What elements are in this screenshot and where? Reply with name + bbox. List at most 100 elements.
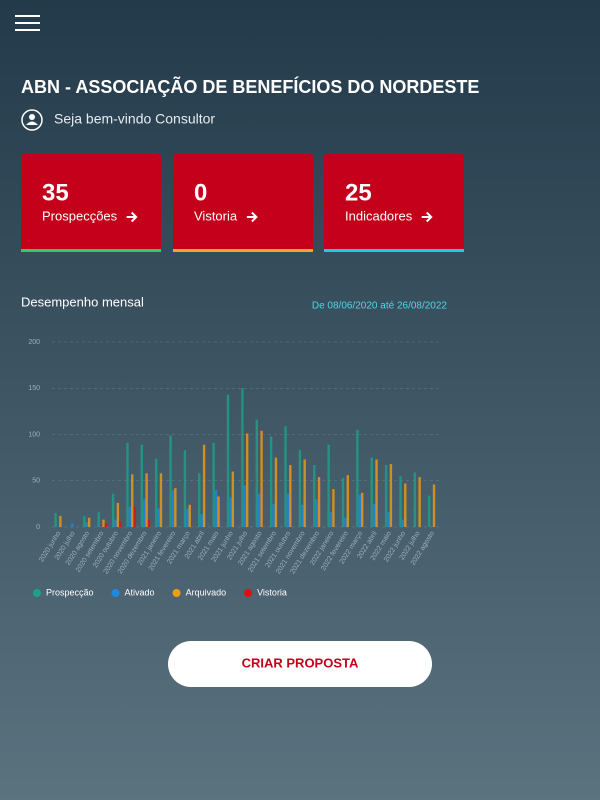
bar bbox=[404, 483, 407, 527]
bar bbox=[317, 477, 321, 527]
legend-label: Prospecção bbox=[46, 587, 94, 597]
legend-marker bbox=[244, 589, 253, 597]
bar bbox=[370, 457, 373, 527]
bar bbox=[59, 515, 62, 527]
card-value: 0 bbox=[194, 179, 207, 206]
bar bbox=[85, 522, 88, 527]
legend-label: Ativado bbox=[125, 587, 155, 597]
bar bbox=[229, 497, 232, 527]
menu-button[interactable] bbox=[15, 15, 40, 31]
bar bbox=[243, 485, 246, 527]
card-value: 35 bbox=[42, 179, 69, 206]
bar bbox=[389, 464, 393, 527]
bar bbox=[145, 473, 148, 527]
bar bbox=[83, 515, 86, 527]
bar bbox=[171, 490, 175, 527]
bar bbox=[102, 519, 105, 527]
bar bbox=[198, 473, 201, 527]
bar bbox=[428, 495, 431, 527]
bar bbox=[332, 489, 335, 527]
bar bbox=[202, 444, 206, 527]
bar bbox=[413, 472, 417, 527]
chart-title: Desempenho mensal bbox=[21, 294, 144, 309]
legend-marker bbox=[111, 589, 120, 597]
bar bbox=[140, 444, 144, 527]
bar bbox=[212, 442, 215, 527]
arrow-icon bbox=[126, 211, 138, 223]
y-tick-label: 200 bbox=[28, 339, 40, 346]
bar bbox=[246, 433, 249, 527]
bar bbox=[327, 444, 330, 527]
welcome: Seja bem-vindo Consultor bbox=[54, 111, 215, 127]
card[interactable]: 25 Indicadores bbox=[324, 154, 464, 252]
bar bbox=[260, 430, 263, 527]
card[interactable]: 0 Vistoria bbox=[173, 154, 313, 252]
bar bbox=[356, 429, 359, 527]
bar bbox=[272, 503, 275, 527]
bar bbox=[131, 474, 134, 527]
bar bbox=[188, 504, 191, 527]
bar bbox=[341, 477, 345, 527]
bar bbox=[432, 484, 436, 527]
legend-label: Vistoria bbox=[257, 587, 287, 597]
bar bbox=[128, 506, 132, 527]
bar bbox=[143, 499, 146, 527]
bar bbox=[114, 519, 117, 527]
y-tick-label: 0 bbox=[36, 524, 40, 531]
card-value: 25 bbox=[345, 179, 372, 206]
create-button[interactable]: CRIAR PROPOSTA bbox=[168, 641, 432, 687]
card-label: Indicadores bbox=[345, 208, 413, 223]
bar bbox=[87, 517, 91, 527]
bar bbox=[200, 514, 203, 527]
bar bbox=[284, 426, 287, 527]
bar bbox=[313, 465, 316, 527]
bar bbox=[116, 502, 120, 527]
bar bbox=[174, 488, 177, 527]
bar bbox=[269, 436, 273, 527]
bar bbox=[133, 506, 136, 527]
bar bbox=[344, 517, 347, 527]
bar bbox=[169, 435, 172, 527]
button-label: CRIAR PROPOSTA bbox=[242, 655, 359, 670]
bar bbox=[226, 394, 230, 527]
bar bbox=[274, 457, 278, 527]
y-tick-label: 100 bbox=[28, 431, 40, 438]
title: ABN - ASSOCIAÇÃO DE BENEFÍCIOS DO NORDES… bbox=[21, 76, 479, 97]
bar bbox=[147, 519, 151, 527]
y-tick-label: 150 bbox=[28, 385, 40, 392]
bar bbox=[241, 388, 244, 527]
legend-marker bbox=[33, 589, 41, 597]
legend-marker bbox=[172, 589, 181, 597]
bar bbox=[358, 494, 361, 527]
arrow-icon bbox=[421, 211, 433, 223]
bar bbox=[186, 508, 189, 527]
bar bbox=[231, 471, 235, 527]
bar bbox=[217, 496, 220, 527]
card-label: Prospecções bbox=[42, 208, 118, 223]
bar bbox=[360, 492, 364, 527]
bar bbox=[399, 476, 402, 527]
bar bbox=[289, 465, 292, 527]
bar bbox=[401, 519, 405, 527]
bar bbox=[111, 493, 115, 527]
bar bbox=[298, 450, 302, 527]
bar bbox=[255, 419, 258, 527]
bar bbox=[157, 508, 160, 527]
bar bbox=[159, 473, 163, 527]
bar bbox=[286, 493, 290, 527]
bar bbox=[346, 475, 349, 527]
bar bbox=[257, 493, 261, 527]
card[interactable]: 35 Prospecções bbox=[21, 154, 161, 252]
legend-label: Arquivado bbox=[186, 587, 227, 597]
chart-subtitle: De 08/06/2020 até 26/08/2022 bbox=[312, 301, 448, 312]
bar bbox=[104, 523, 108, 527]
y-tick-label: 50 bbox=[32, 478, 40, 485]
bar bbox=[387, 512, 390, 527]
bar bbox=[183, 450, 187, 527]
arrow-icon bbox=[246, 211, 258, 223]
bar bbox=[71, 523, 74, 527]
bar bbox=[303, 459, 306, 527]
bar bbox=[418, 477, 421, 527]
